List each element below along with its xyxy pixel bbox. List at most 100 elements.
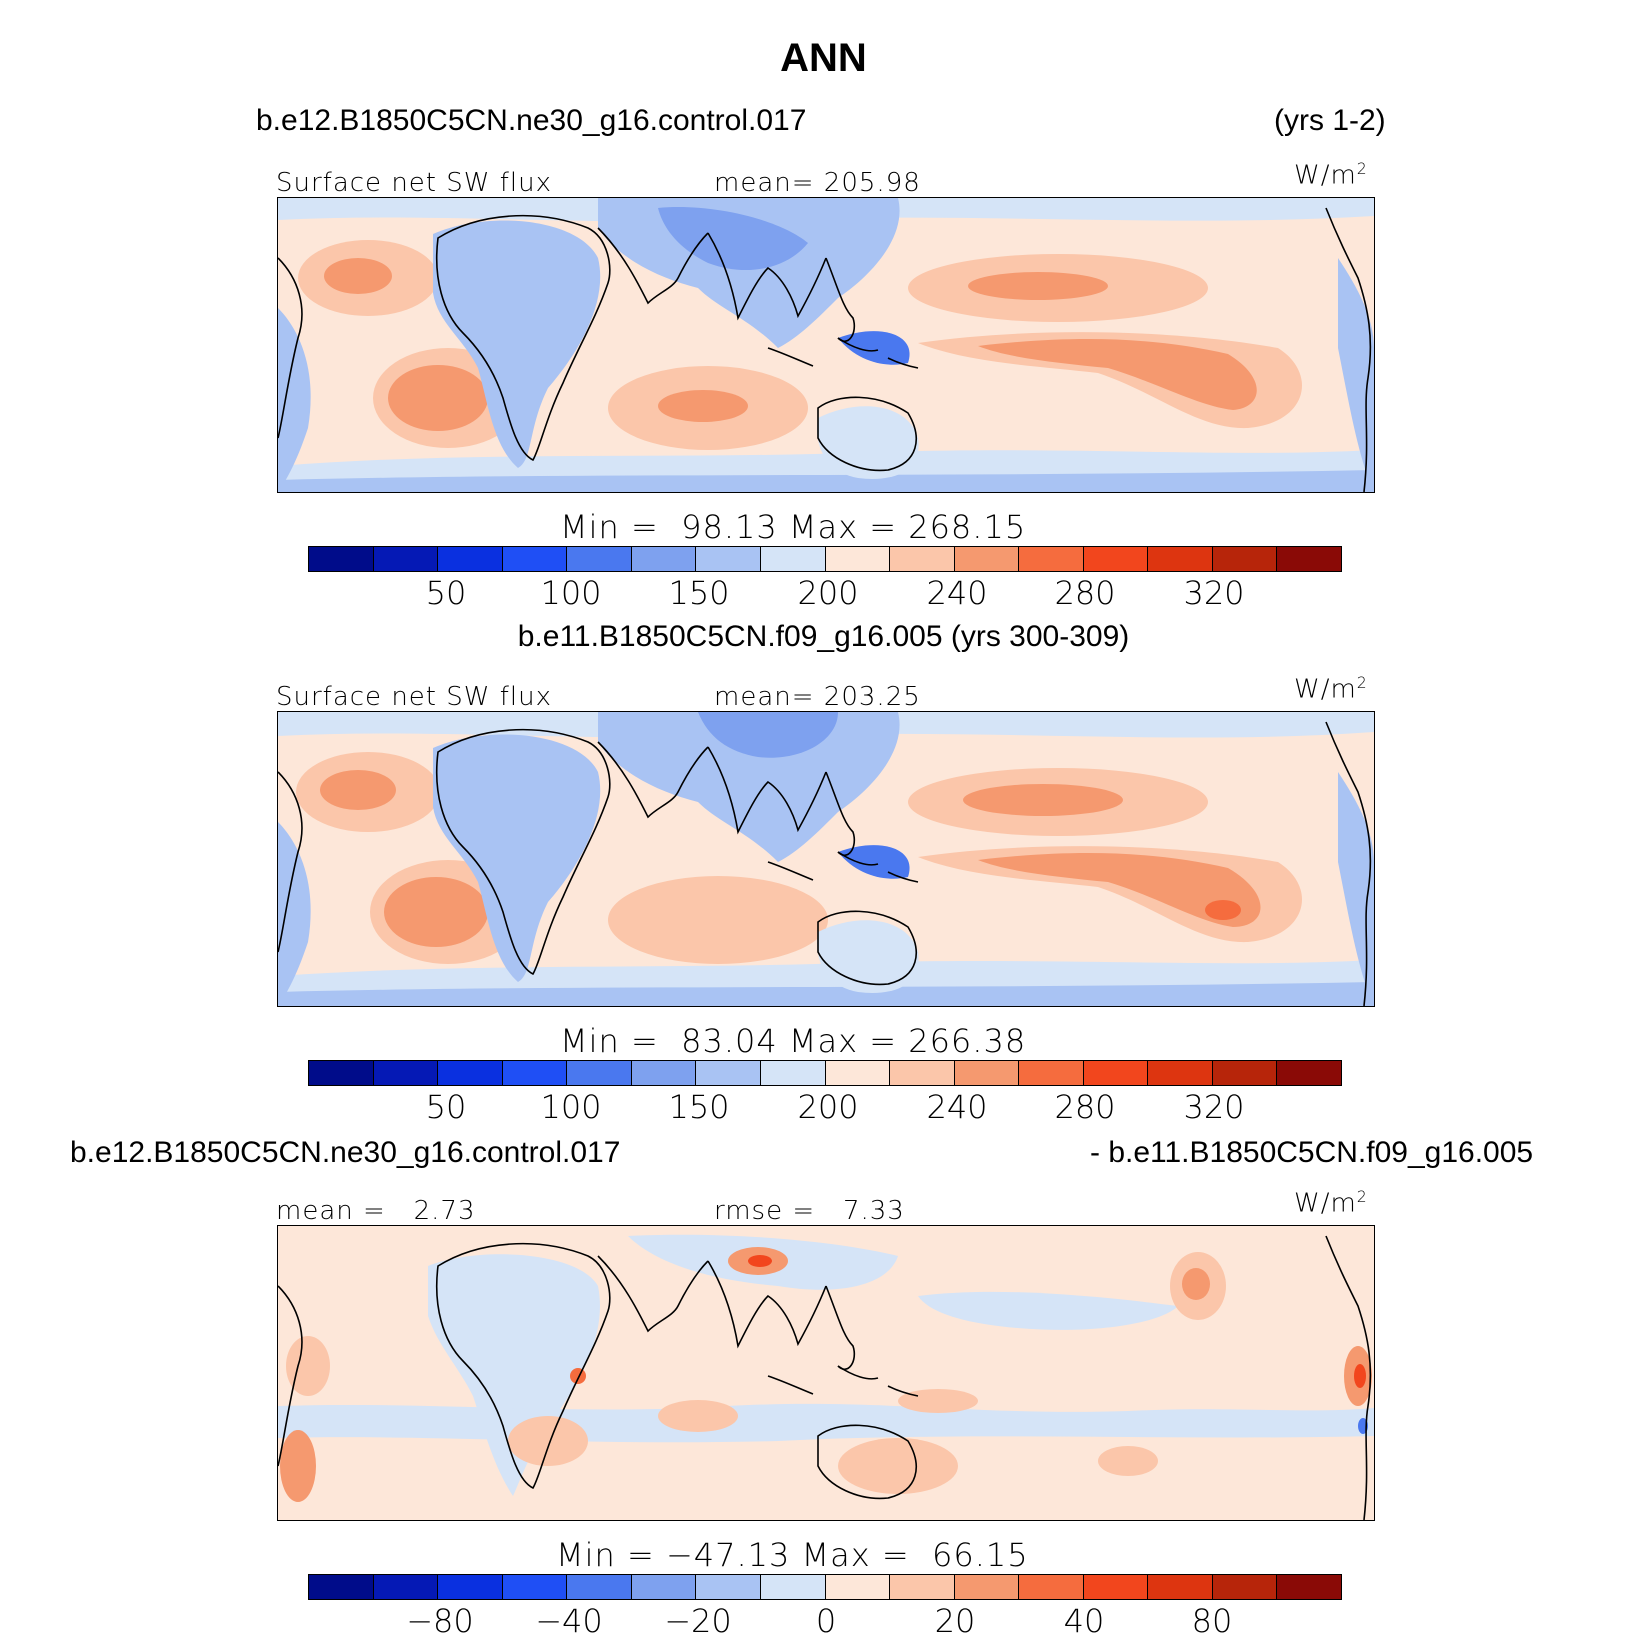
- colorbar-cell: [438, 1575, 503, 1599]
- colorbar-cell: [631, 1575, 697, 1599]
- panel1-tick: 100: [540, 574, 602, 612]
- panel3-mean-value: 2.73: [413, 1196, 476, 1226]
- colorbar-cell: [1212, 1575, 1278, 1599]
- panel1-min-label: Min =: [560, 508, 659, 546]
- colorbar-cell: [1019, 1575, 1084, 1599]
- panel2-map: [277, 711, 1375, 1007]
- colorbar-cell: [954, 547, 1020, 571]
- colorbar-cell: [1019, 1061, 1084, 1085]
- panel1-tick: 200: [797, 574, 859, 612]
- panel3-tick: 0: [815, 1602, 837, 1640]
- panel3-units-base: W/m: [1294, 1188, 1357, 1219]
- colorbar-cell: [890, 547, 955, 571]
- colorbar-cell: [696, 547, 761, 571]
- panel3-mean: mean = 2.73: [276, 1196, 475, 1226]
- panel1-max-value: 268.15: [908, 508, 1027, 546]
- panel2-units: W/m2: [1294, 674, 1368, 705]
- panel1-tick: 50: [425, 574, 467, 612]
- colorbar-cell: [1148, 547, 1213, 571]
- panel3-tick: 40: [1063, 1602, 1105, 1640]
- panel3-rmse-value: 7.33: [842, 1196, 905, 1226]
- colorbar-cell: [502, 1061, 568, 1085]
- colorbar-cell: [1212, 547, 1278, 571]
- colorbar-cell: [1277, 1575, 1341, 1599]
- panel2-mean-value: 203.25: [823, 682, 921, 712]
- panel1-years: (yrs 1-2): [1274, 104, 1386, 137]
- panel2-max-value: 266.38: [908, 1022, 1027, 1060]
- panel3-mean-label: mean =: [276, 1196, 386, 1226]
- colorbar-cell: [373, 547, 439, 571]
- colorbar-cell: [696, 1061, 761, 1085]
- colorbar-cell: [567, 547, 632, 571]
- colorbar-cell: [825, 1061, 891, 1085]
- colorbar-cell: [567, 1575, 632, 1599]
- panel3-max-value: 66.15: [932, 1536, 1029, 1574]
- panel2-variable: Surface net SW flux: [276, 682, 552, 712]
- panel1-tick: 240: [926, 574, 988, 612]
- panel1-colorbar: [308, 546, 1342, 572]
- panel3-min-value: −47.13: [665, 1536, 791, 1574]
- colorbar-cell: [954, 1061, 1020, 1085]
- panel3-tick: −80: [406, 1602, 474, 1640]
- panel3-min-label: Min =: [556, 1536, 655, 1574]
- colorbar-cell: [373, 1061, 439, 1085]
- colorbar-cell: [1083, 1061, 1149, 1085]
- panel1-case-name: b.e12.B1850C5CN.ne30_g16.control.017: [256, 104, 807, 137]
- colorbar-cell: [890, 1575, 955, 1599]
- panel1-units: W/m2: [1294, 160, 1368, 191]
- colorbar-cell: [502, 1575, 568, 1599]
- panel2-mean: mean= 203.25: [714, 682, 921, 712]
- panel1-mean: mean= 205.98: [714, 168, 921, 198]
- panel1-map: [277, 197, 1375, 493]
- panel2-max-label: Max =: [788, 1022, 898, 1060]
- colorbar-cell: [890, 1061, 955, 1085]
- panel2-tick: 100: [540, 1088, 602, 1126]
- colorbar-cell: [1277, 547, 1341, 571]
- panel2-tick: 150: [668, 1088, 730, 1126]
- colorbar-cell: [502, 547, 568, 571]
- colorbar-cell: [309, 547, 374, 571]
- figure-title: ANN: [780, 36, 867, 80]
- colorbar-cell: [631, 1061, 697, 1085]
- colorbar-cell: [825, 1575, 891, 1599]
- colorbar-cell: [1148, 1575, 1213, 1599]
- panel1-units-exp: 2: [1356, 160, 1368, 178]
- panel2-min-label: Min =: [560, 1022, 659, 1060]
- panel2-units-base: W/m: [1294, 674, 1357, 705]
- panel3-case-minus: - b.e11.B1850C5CN.f09_g16.005: [1090, 1136, 1534, 1169]
- colorbar-cell: [760, 1061, 826, 1085]
- panel1-map-field: [278, 198, 1374, 492]
- panel3-units: W/m2: [1294, 1188, 1368, 1219]
- panel2-minmax: Min = 83.04 Max = 266.38: [560, 1022, 1026, 1060]
- colorbar-cell: [309, 1575, 374, 1599]
- colorbar-cell: [1277, 1061, 1341, 1085]
- colorbar-cell: [696, 1575, 761, 1599]
- panel2-case-name: b.e11.B1850C5CN.f09_g16.005 (yrs 300-309…: [517, 620, 1130, 653]
- panel1-minmax: Min = 98.13 Max = 268.15: [560, 508, 1026, 546]
- colorbar-cell: [567, 1061, 632, 1085]
- colorbar-cell: [438, 1061, 503, 1085]
- panel1-tick: 280: [1054, 574, 1116, 612]
- panel2-tick: 240: [926, 1088, 988, 1126]
- panel1-tick: 150: [668, 574, 730, 612]
- panel2-mean-label: mean=: [714, 682, 815, 712]
- panel3-tick: −40: [535, 1602, 603, 1640]
- panel3-tick: 20: [934, 1602, 976, 1640]
- colorbar-cell: [373, 1575, 439, 1599]
- colorbar-cell: [1083, 1575, 1149, 1599]
- panel2-tick: 200: [797, 1088, 859, 1126]
- panel3-max-label: Max =: [801, 1536, 910, 1574]
- panel3-colorbar: [308, 1574, 1342, 1600]
- colorbar-cell: [1083, 547, 1149, 571]
- colorbar-cell: [1148, 1061, 1213, 1085]
- panel2-units-exp: 2: [1356, 674, 1368, 692]
- panel3-tick: −20: [664, 1602, 732, 1640]
- colorbar-cell: [825, 547, 891, 571]
- panel1-min-value: 98.13: [681, 508, 778, 546]
- colorbar-cell: [631, 547, 697, 571]
- panel1-units-base: W/m: [1294, 160, 1357, 191]
- panel3-rmse: rmse = 7.33: [714, 1196, 905, 1226]
- colorbar-cell: [760, 547, 826, 571]
- colorbar-cell: [438, 547, 503, 571]
- panel3-map-field: [278, 1226, 1374, 1520]
